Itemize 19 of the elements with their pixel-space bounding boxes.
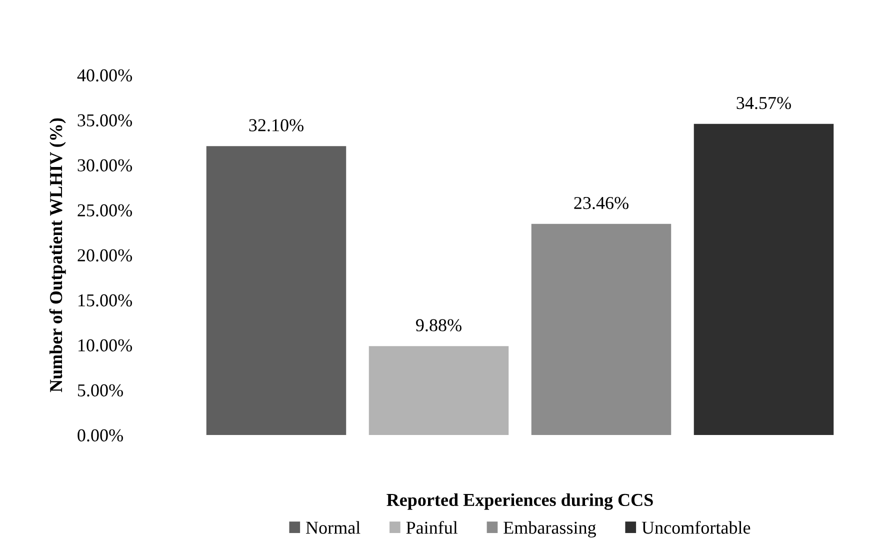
legend-label: Embarassing — [504, 521, 596, 538]
legend-label: Normal — [306, 521, 360, 534]
y-axis-title: Number of Outpatient WLHIV (%) — [49, 118, 66, 392]
y-tick-label: 10.00% — [78, 339, 132, 352]
legend-label: Painful — [406, 520, 458, 534]
data-label: 34.57% — [736, 96, 791, 110]
data-label: 23.46% — [574, 196, 628, 210]
legend-label: Uncomfortable — [642, 520, 750, 534]
data-label: 32.10% — [249, 119, 304, 132]
y-tick-label: 30.00% — [78, 159, 132, 172]
y-tick-label: 25.00% — [78, 204, 132, 217]
data-label: 9.88% — [416, 319, 462, 332]
x-axis-title: Reported Experiences during CCS — [386, 493, 653, 510]
y-tick-label: 20.00% — [78, 249, 132, 262]
y-tick-label: 0.00% — [78, 429, 123, 442]
y-tick-label: 35.00% — [78, 114, 132, 127]
y-tick-label: 5.00% — [78, 384, 123, 397]
y-tick-label: 15.00% — [78, 294, 132, 307]
y-tick-label: 40.00% — [77, 69, 132, 82]
